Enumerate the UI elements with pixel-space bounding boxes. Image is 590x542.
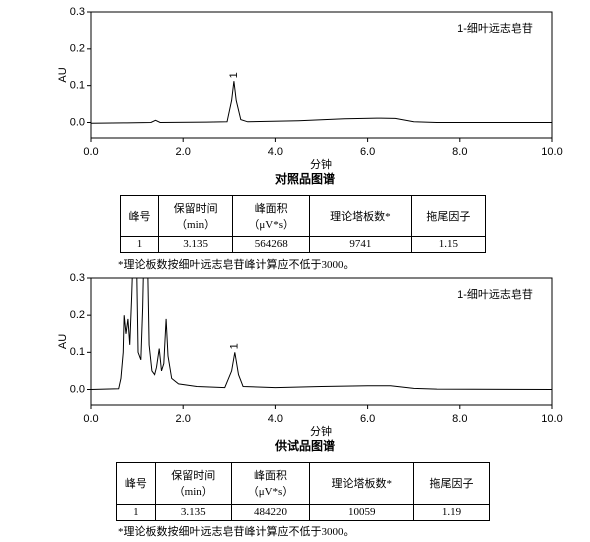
x-tick-label: 2.0 bbox=[176, 146, 191, 158]
header-text: （μV*s） bbox=[248, 218, 294, 231]
y-tick-label: 0.1 bbox=[70, 346, 85, 358]
x-tick-label: 8.0 bbox=[452, 146, 467, 158]
header-text: 峰号 bbox=[128, 210, 151, 223]
table-cell: 3.135 bbox=[154, 503, 232, 522]
y-tick-label: 0.0 bbox=[70, 383, 85, 395]
table-cell: 拖尾因子 bbox=[410, 195, 487, 237]
plot-frame bbox=[90, 11, 553, 139]
note: *理论板数按细叶远志皂苷峰计算应不低于3000。 bbox=[118, 526, 355, 538]
header-text: 峰号 bbox=[124, 478, 147, 491]
table-cell: 峰号 bbox=[116, 462, 156, 505]
header-text: （μV*s） bbox=[247, 486, 294, 499]
y-tick-label: 0.2 bbox=[70, 43, 85, 55]
table-cell: 1.19 bbox=[413, 503, 490, 522]
y-axis-label: AU bbox=[57, 334, 69, 349]
x-tick-label: 2.0 bbox=[176, 413, 191, 425]
table-row: 1 3.135 484220 10059 1.19 bbox=[116, 503, 490, 522]
table-cell: 理论塔板数* bbox=[309, 195, 412, 237]
table: 峰号 保留时间 （min） 峰面积 （μV*s） 理论塔板数* 拖尾因子 1 3.135 4842… bbox=[116, 462, 490, 522]
y-axis-label: AU bbox=[57, 67, 69, 82]
table-cell: 1 bbox=[120, 235, 159, 254]
header-text: 保留时间 bbox=[171, 470, 216, 483]
chart-title: 供试品图谱 bbox=[274, 438, 335, 453]
table-cell: 保留时间 （min） bbox=[154, 462, 232, 505]
trace bbox=[91, 81, 552, 124]
y-tick-label: 0.0 bbox=[70, 116, 85, 128]
x-tick-label: 6.0 bbox=[360, 413, 375, 425]
x-tick-label: 6.0 bbox=[360, 146, 375, 158]
x-tick-label: 4.0 bbox=[268, 146, 283, 158]
table-cell: 峰号 bbox=[120, 195, 159, 237]
chart-title: 对照品图谱 bbox=[275, 171, 335, 186]
table-cell: 拖尾因子 bbox=[413, 462, 490, 505]
x-tick-label: 0.0 bbox=[83, 146, 98, 158]
annotation: 1-细叶远志皂苷 bbox=[457, 21, 533, 35]
annotation: 1-细叶远志皂苷 bbox=[457, 287, 533, 301]
x-axis-label: 分钟 bbox=[310, 157, 332, 171]
header-text: 峰面积 bbox=[254, 470, 288, 483]
header-text: 拖尾因子 bbox=[429, 478, 474, 491]
table-cell: 484220 bbox=[230, 503, 311, 522]
note: *理论板数按细叶远志皂苷峰计算应不低于3000。 bbox=[118, 259, 355, 271]
header-text: 拖尾因子 bbox=[426, 210, 471, 223]
trace bbox=[91, 278, 552, 390]
table-cell: 1.15 bbox=[410, 235, 487, 254]
x-tick-label: 10.0 bbox=[541, 146, 562, 158]
x-tick-label: 10.0 bbox=[541, 413, 562, 425]
x-axis-label: 分钟 bbox=[310, 424, 332, 438]
plot-frame bbox=[90, 277, 553, 406]
table-cell: 10059 bbox=[309, 503, 415, 522]
table-cell: 1 bbox=[116, 503, 156, 522]
x-tick-label: 8.0 bbox=[452, 413, 467, 425]
table-cell: 564268 bbox=[232, 235, 311, 254]
table-cell: 9741 bbox=[309, 235, 412, 254]
table-cell: 峰面积 （μV*s） bbox=[230, 462, 311, 505]
table-cell: 保留时间 （min） bbox=[157, 195, 234, 237]
header-text: 理论塔板数* bbox=[330, 210, 391, 223]
peak-label: 1 bbox=[229, 343, 241, 349]
header-text: （min） bbox=[173, 486, 213, 499]
header-text: 保留时间 bbox=[173, 202, 218, 215]
header-text: 理论塔板数* bbox=[331, 478, 392, 491]
table-cell: 峰面积 （μV*s） bbox=[232, 195, 311, 237]
table: 峰号 保留时间 （min） 峰面积 （μV*s） 理论塔板数* 拖尾因子 1 3.135 5642… bbox=[120, 195, 487, 254]
table-row: 1 3.135 564268 9741 1.15 bbox=[120, 235, 487, 254]
y-tick-label: 0.3 bbox=[70, 6, 85, 18]
table-row: 峰号 保留时间 （min） 峰面积 （μV*s） 理论塔板数* 拖尾因子 bbox=[120, 195, 487, 237]
table-cell: 理论塔板数* bbox=[309, 462, 415, 505]
header-text: 峰面积 bbox=[254, 202, 288, 215]
x-tick-label: 0.0 bbox=[83, 413, 98, 425]
table-cell: 3.135 bbox=[157, 235, 234, 254]
header-text: （min） bbox=[176, 218, 216, 231]
y-tick-label: 0.3 bbox=[70, 272, 85, 284]
y-tick-label: 0.2 bbox=[70, 309, 85, 321]
peak-label: 1 bbox=[228, 72, 240, 78]
x-tick-label: 4.0 bbox=[268, 413, 283, 425]
table-row: 峰号 保留时间 （min） 峰面积 （μV*s） 理论塔板数* 拖尾因子 bbox=[116, 462, 490, 505]
y-tick-label: 0.1 bbox=[70, 80, 85, 92]
